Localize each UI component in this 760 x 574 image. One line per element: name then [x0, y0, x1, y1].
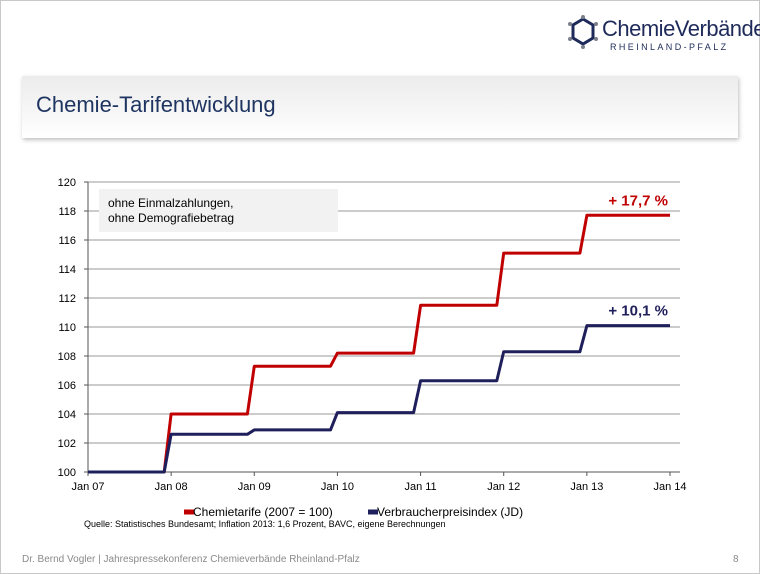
x-tick-label: Jan 11 [404, 481, 436, 493]
y-tick-label: 104 [58, 409, 76, 421]
x-tick-label: Jan 09 [238, 481, 271, 493]
y-tick-label: 110 [58, 322, 76, 334]
y-tick-label: 114 [58, 264, 76, 276]
y-tick-label: 108 [58, 351, 76, 363]
logo-name: ChemieVerbände [602, 16, 760, 41]
note-box: ohne Einmalzahlungen, ohne Demografiebet… [99, 189, 338, 232]
end-label-2: + 10,1 % [608, 303, 668, 320]
source-note: Quelle: Statistisches Bundesamt; Inflati… [84, 519, 446, 529]
y-tick-label: 118 [58, 206, 76, 218]
end-label-1: + 17,7 % [608, 192, 668, 209]
series-line-2 [88, 324, 670, 474]
note-line-1: ohne Einmalzahlungen, [108, 196, 233, 210]
legend-label-1: Chemietarife (2007 = 100) [193, 505, 333, 519]
end-labels: + 17,7 % + 10,1 % [608, 192, 668, 319]
page-title: Chemie-Tarifentwicklung [36, 92, 276, 117]
series-line-1 [88, 213, 670, 474]
x-tick-label: Jan 14 [653, 481, 686, 493]
logo: ChemieVerbände RHEINLAND-PFALZ [566, 14, 760, 54]
axes: 100 102 104 106 108 110 112 114 116 118 120 Jan 07 J… [58, 177, 687, 493]
footer-text: Dr. Bernd Vogler | Jahrespressekonferenz… [22, 554, 360, 565]
note-line-2: ohne Demografiebetrag [108, 211, 234, 225]
legend-label-2: Verbraucherpreisindex (JD) [377, 505, 523, 519]
y-tick-label: 100 [58, 467, 76, 479]
x-tick-label: Jan 13 [570, 481, 603, 493]
x-tick-label: Jan 07 [71, 481, 104, 493]
x-tick-label: Jan 10 [321, 481, 354, 493]
x-tick-label: Jan 08 [155, 481, 188, 493]
series [88, 213, 670, 474]
y-tick-label: 116 [58, 235, 76, 247]
y-tick-label: 102 [58, 438, 76, 450]
logo-subtitle: RHEINLAND-PFALZ [610, 42, 729, 52]
y-tick-label: 112 [58, 293, 76, 305]
x-tick-label: Jan 12 [487, 481, 520, 493]
page-number: 8 [733, 554, 739, 565]
y-tick-label: 106 [58, 380, 76, 392]
title-band: Chemie-Tarifentwicklung [22, 76, 738, 138]
y-tick-label: 120 [58, 177, 76, 189]
hexagon-logo-icon [568, 15, 598, 49]
legend: Chemietarife (2007 = 100) Verbraucherprei… [184, 505, 523, 519]
